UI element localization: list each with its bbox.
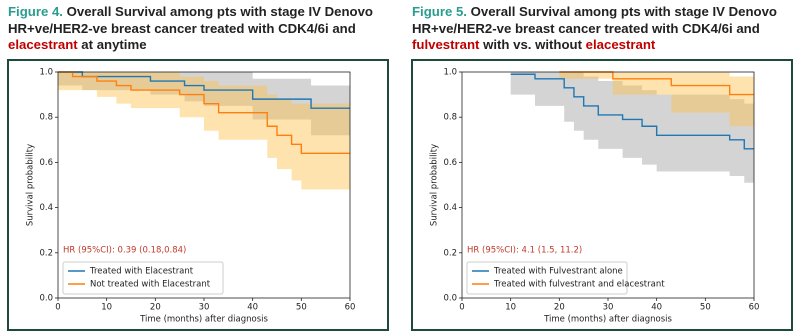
confidence-band — [58, 72, 350, 190]
title-line: fulvestrant with vs. without elacestrant — [412, 37, 800, 54]
y-tick-label: 0.6 — [39, 158, 53, 168]
title-line: Figure 4. Overall Survival among pts wit… — [8, 4, 398, 21]
x-tick-label: 10 — [101, 303, 112, 313]
panel-frame — [7, 59, 389, 331]
title-line: elacestrant at anytime — [8, 37, 398, 54]
title-segment: HR+ve/HER2-ve breast cancer treated with… — [8, 20, 356, 36]
x-tick-label: 0 — [459, 303, 464, 313]
x-tick-label: 30 — [603, 303, 614, 313]
y-tick-label: 0.0 — [443, 294, 457, 304]
legend-label: Treated with Elacestrant — [89, 267, 194, 277]
x-tick-label: 50 — [296, 303, 307, 313]
x-tick-label: 10 — [505, 303, 516, 313]
figure-title: Figure 5. Overall Survival among pts wit… — [412, 4, 800, 54]
x-axis-label: Time (months) after diagnosis — [543, 315, 672, 325]
panel-frame — [411, 59, 793, 331]
survival-curve — [58, 71, 350, 155]
title-segment: fulvestrant — [412, 37, 480, 52]
y-tick-label: 0.2 — [39, 248, 53, 258]
title-segment: Overall Survival among pts with stage IV… — [62, 4, 373, 19]
y-tick-label: 0.4 — [39, 203, 53, 213]
y-tick-label: 0.6 — [443, 158, 457, 168]
legend-label: Treated with fulvestrant and elacestrant — [493, 280, 665, 290]
x-tick-label: 60 — [749, 303, 760, 313]
x-tick-label: 0 — [55, 303, 60, 313]
y-axis-label: Survival probability — [26, 144, 36, 226]
x-tick-label: 50 — [700, 303, 711, 313]
y-tick-label: 0.2 — [443, 248, 457, 258]
x-tick-label: 20 — [150, 303, 161, 313]
x-tick-label: 30 — [199, 303, 210, 313]
title-line: Figure 5. Overall Survival among pts wit… — [412, 4, 800, 21]
figure-title: Figure 4. Overall Survival among pts wit… — [8, 4, 398, 54]
legend-box — [62, 261, 224, 295]
title-segment: HR+ve/HER2-ve breast cancer treated with… — [412, 20, 760, 36]
title-segment: elacestrant — [8, 37, 78, 52]
y-tick-label: 0.0 — [39, 294, 53, 304]
survival-curve — [510, 73, 754, 150]
title-segment: Overall Survival among pts with stage IV… — [466, 4, 777, 19]
survival-curve — [559, 71, 754, 96]
legend-label: Not treated with Elacestrant — [90, 280, 211, 290]
confidence-band — [510, 72, 754, 183]
title-segment: Figure 4. — [8, 4, 63, 19]
x-tick-label: 20 — [554, 303, 565, 313]
y-tick-label: 1.0 — [39, 68, 53, 78]
y-tick-label: 0.8 — [443, 113, 457, 123]
legend-label: Treated with Fulvestrant alone — [493, 267, 623, 277]
title-segment: with vs. without — [479, 37, 586, 52]
annotation: HR (95%CI): 0.39 (0.18,0.84) — [63, 246, 186, 256]
title-line: HR+ve/HER2-ve breast cancer treated with… — [412, 21, 800, 38]
x-tick-label: 60 — [345, 303, 356, 313]
y-tick-label: 0.8 — [39, 113, 53, 123]
x-axis-label: Time (months) after diagnosis — [139, 315, 268, 325]
x-tick-label: 40 — [651, 303, 662, 313]
y-tick-label: 1.0 — [443, 68, 457, 78]
y-axis-label: Survival probability — [430, 144, 440, 226]
x-tick-label: 40 — [247, 303, 258, 313]
legend-box — [466, 261, 628, 295]
title-segment: Figure 5. — [412, 4, 467, 19]
title-segment: elacestrant — [585, 37, 656, 52]
title-segment: at anytime — [77, 37, 147, 52]
y-tick-label: 0.4 — [443, 203, 457, 213]
title-line: HR+ve/HER2-ve breast cancer treated with… — [8, 21, 398, 38]
annotation: HR (95%CI): 4.1 (1.5, 11.2) — [467, 246, 582, 256]
